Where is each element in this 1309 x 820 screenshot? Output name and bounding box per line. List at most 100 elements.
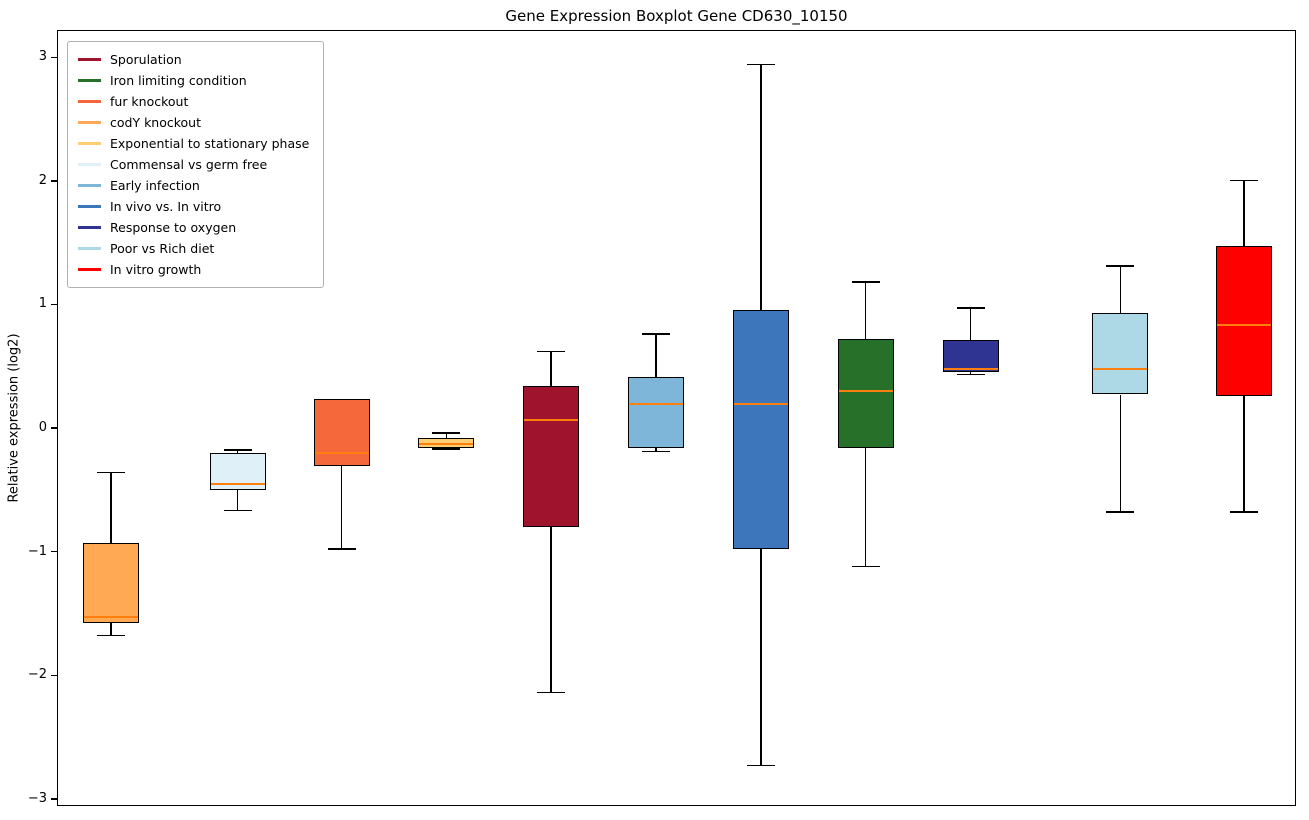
upper-whisker [864, 281, 867, 339]
box [837, 338, 894, 448]
median-line [83, 616, 138, 619]
legend-label: codY knockout [110, 115, 202, 130]
lower-whisker [760, 549, 762, 766]
legend-label: In vivo vs. In vitro [110, 199, 222, 214]
legend-swatch [78, 100, 101, 103]
legend-item: In vitro growth [78, 259, 309, 280]
lower-whisker [237, 489, 239, 511]
lower-whisker-cap [432, 448, 461, 450]
upper-whisker-cap [956, 307, 985, 309]
y-tick-mark [51, 798, 57, 800]
legend-item: fur knockout [78, 91, 309, 112]
y-tick-label: 3 [38, 49, 47, 65]
upper-whisker-cap [432, 432, 461, 434]
legend-label: fur knockout [110, 94, 189, 109]
lower-whisker [1243, 395, 1245, 512]
y-tick-label: −1 [27, 543, 47, 559]
y-tick-label: 0 [38, 420, 47, 436]
y-tick-label: −2 [27, 667, 47, 683]
box [523, 385, 580, 527]
median-line [943, 367, 998, 370]
legend-swatch [78, 79, 101, 82]
legend-label: Iron limiting condition [110, 73, 247, 88]
y-tick-mark [51, 303, 57, 306]
upper-whisker-cap [537, 350, 566, 352]
lower-whisker [969, 372, 972, 375]
upper-whisker [110, 472, 112, 543]
upper-whisker-cap [96, 471, 125, 474]
upper-whisker [969, 307, 972, 341]
legend-label: In vitro growth [110, 262, 202, 277]
lower-whisker-cap [746, 764, 775, 767]
chart-title: Gene Expression Boxplot Gene CD630_10150 [505, 7, 848, 25]
y-tick-mark [51, 551, 57, 553]
legend-item: Poor vs Rich diet [78, 238, 309, 259]
legend-swatch [78, 121, 101, 124]
legend-label: Response to oxygen [110, 220, 237, 235]
y-tick-label: 2 [38, 172, 47, 188]
lower-whisker-cap [1230, 511, 1259, 513]
lower-whisker-cap [96, 634, 125, 637]
legend-swatch [78, 247, 101, 250]
legend-item: Commensal vs germ free [78, 154, 309, 175]
y-tick-label: −3 [27, 791, 47, 807]
plot-area: Sporulation Iron limiting condition fur kn… [57, 30, 1296, 806]
legend-swatch [78, 142, 101, 145]
lower-whisker-cap [851, 565, 880, 568]
upper-whisker-cap [851, 281, 880, 283]
legend-swatch [78, 226, 101, 229]
upper-whisker [237, 450, 239, 453]
box [1216, 246, 1273, 396]
legend-label: Commensal vs germ free [110, 157, 268, 172]
upper-whisker [760, 64, 762, 311]
lower-whisker [655, 447, 657, 452]
lower-whisker [864, 447, 867, 567]
legend-item: Iron limiting condition [78, 70, 309, 91]
y-tick-mark [51, 674, 57, 677]
median-line [733, 403, 788, 406]
upper-whisker-cap [1230, 179, 1259, 182]
legend-swatch [78, 205, 101, 208]
legend-item: Early infection [78, 175, 309, 196]
legend-label: Sporulation [110, 52, 182, 67]
box [418, 437, 475, 448]
median-line [628, 403, 683, 406]
legend-swatch [78, 184, 101, 187]
upper-whisker [1243, 180, 1245, 247]
legend-item: In vivo vs. In vitro [78, 196, 309, 217]
upper-whisker [655, 333, 657, 378]
legend-item: Response to oxygen [78, 217, 309, 238]
legend-item: Sporulation [78, 49, 309, 70]
lower-whisker [550, 526, 552, 693]
lower-whisker [110, 623, 112, 636]
median-line [210, 482, 265, 485]
lower-whisker [1119, 394, 1122, 512]
y-tick-label: 1 [38, 296, 47, 312]
lower-whisker-cap [956, 374, 985, 376]
upper-whisker [445, 432, 448, 438]
legend: Sporulation Iron limiting condition fur kn… [67, 41, 325, 288]
median-line [314, 451, 369, 454]
box [942, 340, 999, 373]
legend-swatch [78, 58, 101, 61]
upper-whisker-cap [1106, 265, 1135, 267]
box [313, 399, 370, 467]
y-axis-label: Relative expression (log2) [6, 333, 22, 503]
median-line [1217, 324, 1272, 327]
lower-whisker-cap [537, 691, 566, 694]
box [82, 542, 139, 624]
legend-item: codY knockout [78, 112, 309, 133]
legend-label: Exponential to stationary phase [110, 136, 310, 151]
median-line [1093, 367, 1148, 370]
median-line [419, 442, 474, 445]
y-tick-mark [51, 427, 57, 429]
lower-whisker [340, 466, 343, 550]
upper-whisker-cap [223, 449, 252, 451]
upper-whisker [550, 351, 552, 386]
lower-whisker-cap [223, 510, 252, 512]
upper-whisker-cap [746, 63, 775, 66]
box [1092, 312, 1149, 395]
lower-whisker-cap [641, 450, 670, 453]
legend-label: Early infection [110, 178, 200, 193]
